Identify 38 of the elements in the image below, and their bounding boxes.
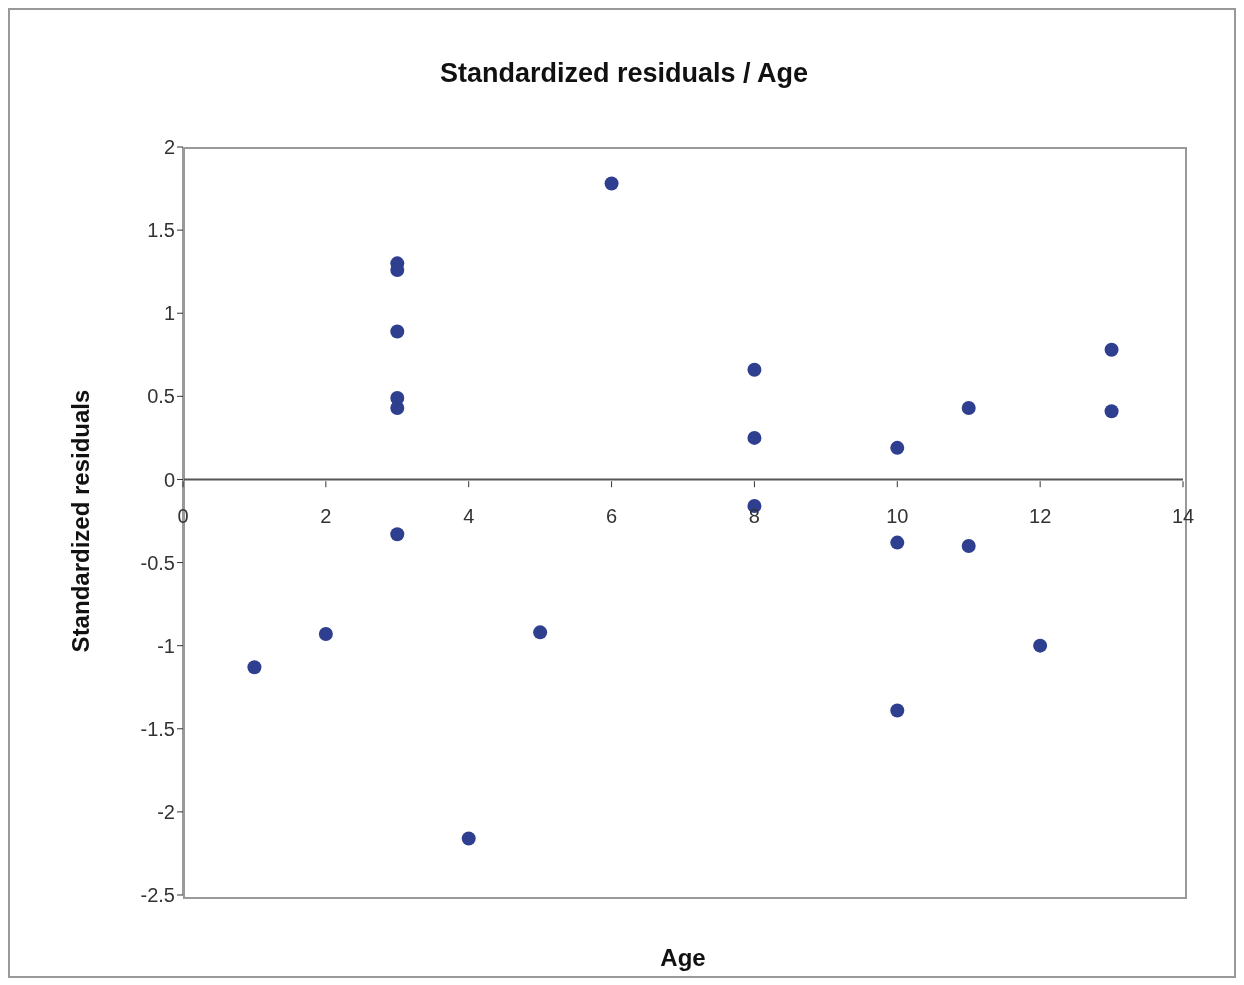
y-tick-label: -1.5 [140, 717, 175, 740]
y-tick-label: 1 [163, 302, 175, 325]
x-tick-label: 2 [320, 505, 332, 528]
y-tick-label: 0 [163, 468, 175, 491]
x-tick-label: 4 [463, 505, 475, 528]
point [890, 703, 905, 718]
point [747, 362, 762, 377]
x-axis-title: Age [660, 944, 706, 971]
point [604, 176, 619, 191]
point [390, 527, 405, 542]
chart-title: Standardized residuals / Age [438, 58, 810, 89]
point [318, 627, 333, 642]
x-tick-label: 0 [177, 505, 189, 528]
y-tick-label: -1 [157, 634, 175, 657]
point [890, 535, 905, 550]
y-tick-label: -0.5 [140, 551, 175, 574]
point [1033, 638, 1048, 653]
point [533, 625, 548, 640]
y-axis-title: Standardized residuals [66, 389, 94, 653]
y-tick-label: -2.5 [140, 884, 175, 907]
x-tick-label: 6 [606, 505, 618, 528]
point [961, 538, 976, 553]
point [1104, 404, 1119, 419]
x-tick-label: 14 [1171, 505, 1195, 528]
point [247, 660, 262, 675]
y-tick-label: -2 [157, 800, 175, 823]
x-tick-label: 10 [886, 505, 909, 528]
x-tick-label: 12 [1029, 505, 1052, 528]
point [961, 400, 976, 415]
point [890, 440, 905, 455]
y-tick-label: 1.5 [147, 219, 175, 242]
y-tick-label: 0.5 [147, 385, 175, 408]
x-tick-label: 8 [748, 505, 760, 528]
point [747, 430, 762, 445]
point [1104, 342, 1119, 357]
point [390, 324, 405, 339]
y-tick-label: 2 [163, 136, 175, 159]
point [461, 831, 476, 846]
